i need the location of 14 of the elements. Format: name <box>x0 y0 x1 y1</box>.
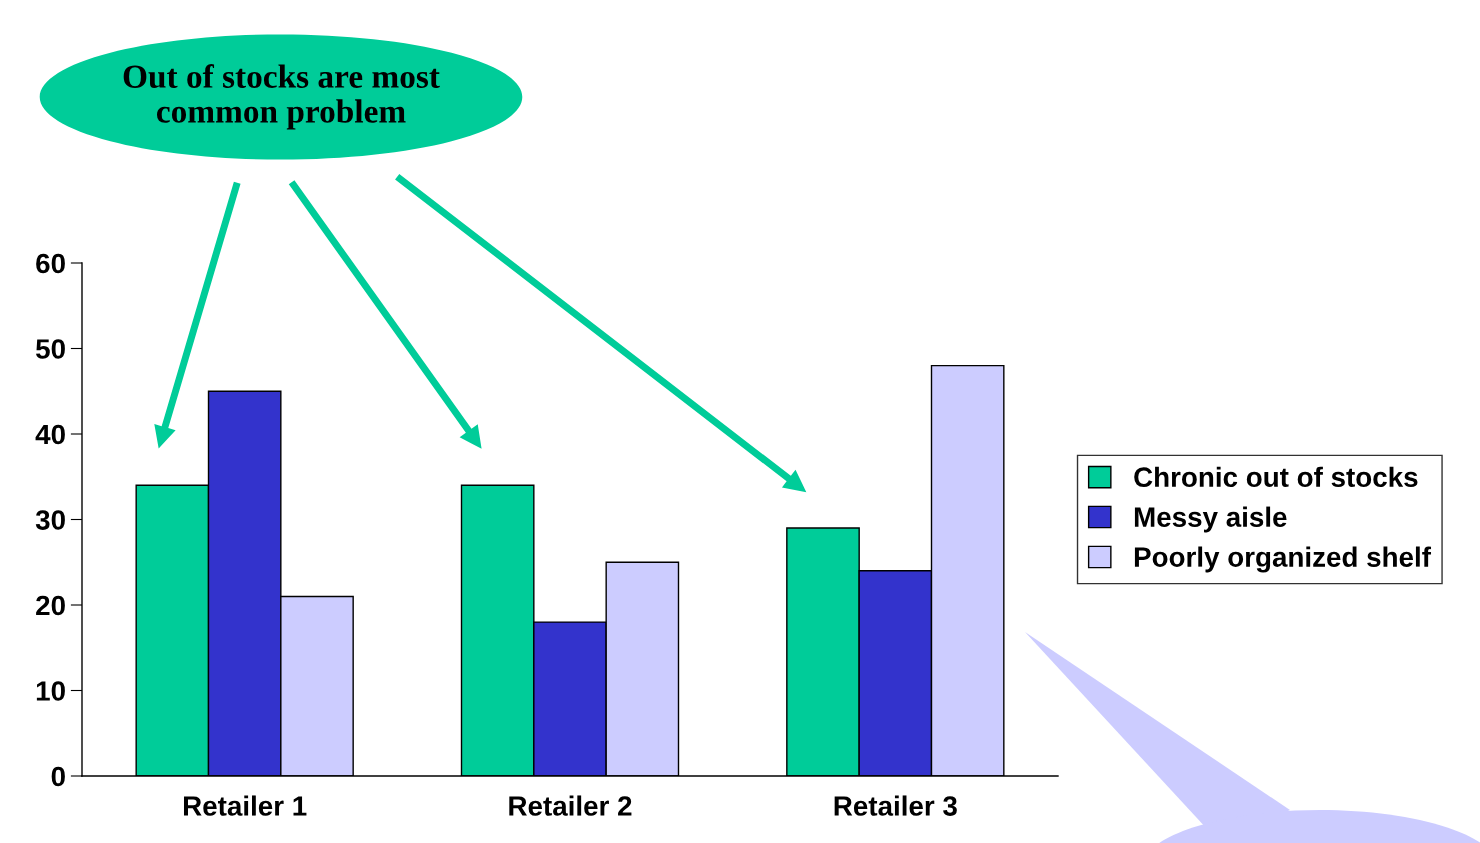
y-tick-label: 20 <box>36 595 65 616</box>
y-tick-label: 10 <box>36 681 65 701</box>
y-tick-label: 0 <box>51 766 65 787</box>
x-tick-label: Retailer 1 <box>183 795 307 816</box>
legend-label: Messy aisle <box>1134 506 1287 533</box>
legend-label: Poorly organized shelf <box>1134 546 1432 573</box>
y-tick-label: 50 <box>35 339 65 359</box>
y-tick-label: 60 <box>36 253 65 274</box>
y-tick-label: 30 <box>35 510 65 530</box>
legend-label: Chronic out of stocks <box>1134 466 1418 488</box>
x-tick-label: Retailer 2 <box>509 795 632 816</box>
x-tick-label: Retailer 3 <box>834 795 957 816</box>
y-tick-label: 40 <box>35 424 65 445</box>
text: Out of stocks are most common problem <box>123 64 440 130</box>
